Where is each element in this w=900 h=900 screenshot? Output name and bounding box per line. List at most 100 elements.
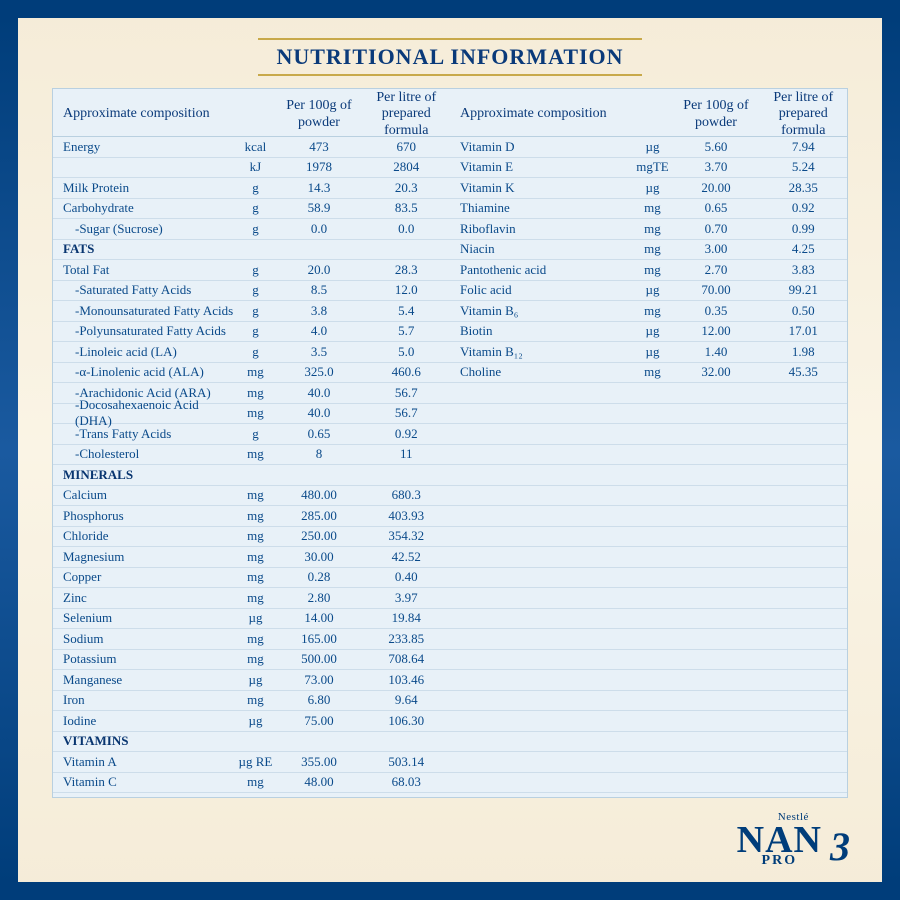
header-unit bbox=[633, 93, 673, 136]
cell-perlitre: 56.7 bbox=[363, 385, 450, 401]
cell-perlitre: 28.35 bbox=[760, 180, 847, 196]
cell-perlitre: 103.46 bbox=[363, 672, 450, 688]
table-row-empty bbox=[450, 383, 847, 404]
cell-per100g: 3.00 bbox=[672, 241, 759, 257]
table-row: Vitamin B₁₂µg1.401.98 bbox=[450, 342, 847, 363]
cell-perlitre: 354.32 bbox=[363, 528, 450, 544]
cell-label: -Monounsaturated Fatty Acids bbox=[53, 303, 236, 319]
table-row: Iodineµg75.00106.30 bbox=[53, 711, 450, 732]
cell-perlitre: 19.84 bbox=[363, 610, 450, 626]
cell-label: Total Fat bbox=[53, 262, 236, 278]
table-row: Folic acidµg70.0099.21 bbox=[450, 281, 847, 302]
cell-unit: µg bbox=[633, 180, 673, 196]
cell-perlitre: 5.24 bbox=[760, 159, 847, 175]
cell-per100g: 0.35 bbox=[672, 303, 759, 319]
cell-label: -Docosahexaenoic Acid (DHA) bbox=[53, 397, 236, 429]
cell-per100g: 8.5 bbox=[275, 282, 362, 298]
table-row: Sodiummg165.00233.85 bbox=[53, 629, 450, 650]
cell-unit: µg bbox=[633, 323, 673, 339]
cell-label: Vitamin B₆ bbox=[450, 303, 633, 319]
table-row-empty bbox=[450, 506, 847, 527]
cell-per100g: 3.70 bbox=[672, 159, 759, 175]
cell-label: Biotin bbox=[450, 323, 633, 339]
cell-per100g: 14.3 bbox=[275, 180, 362, 196]
cell-perlitre: 83.5 bbox=[363, 200, 450, 216]
cell-per100g: 40.0 bbox=[275, 385, 362, 401]
cell-perlitre: 0.92 bbox=[760, 200, 847, 216]
cell-label: Iodine bbox=[53, 713, 236, 729]
table-row: Manganeseµg73.00103.46 bbox=[53, 670, 450, 691]
cell-perlitre: 5.7 bbox=[363, 323, 450, 339]
table-row: -Sugar (Sucrose)g0.00.0 bbox=[53, 219, 450, 240]
cell-unit: g bbox=[236, 262, 276, 278]
cell-unit: g bbox=[236, 200, 276, 216]
cell-label: Zinc bbox=[53, 590, 236, 606]
cell-perlitre: 17.01 bbox=[760, 323, 847, 339]
cell-unit: µg bbox=[633, 139, 673, 155]
cell-per100g: 0.0 bbox=[275, 221, 362, 237]
table-row: FATS bbox=[53, 240, 450, 261]
cell-per100g: 500.00 bbox=[275, 651, 362, 667]
cell-perlitre: 503.14 bbox=[363, 754, 450, 770]
cell-unit: mg bbox=[633, 200, 673, 216]
cell-perlitre: 0.92 bbox=[363, 426, 450, 442]
table-row: Potassiummg500.00708.64 bbox=[53, 650, 450, 671]
table-row: Total Fatg20.028.3 bbox=[53, 260, 450, 281]
cell-per100g: 2.80 bbox=[275, 590, 362, 606]
cell-perlitre: 106.30 bbox=[363, 713, 450, 729]
cell-per100g: 6.80 bbox=[275, 692, 362, 708]
cell-per100g: 480.00 bbox=[275, 487, 362, 503]
table-row: Vitamin Dµg5.607.94 bbox=[450, 137, 847, 158]
cell-perlitre: 0.0 bbox=[363, 221, 450, 237]
cell-perlitre: 4.25 bbox=[760, 241, 847, 257]
cell-unit: µg bbox=[633, 282, 673, 298]
cell-unit: µg bbox=[633, 344, 673, 360]
cell-perlitre: 68.03 bbox=[363, 774, 450, 790]
table-row: Vitamin B₆mg0.350.50 bbox=[450, 301, 847, 322]
cell-unit: mg bbox=[236, 446, 276, 462]
table-row: Milk Proteing14.320.3 bbox=[53, 178, 450, 199]
table-row: VITAMINS bbox=[53, 732, 450, 753]
cell-label: Calcium bbox=[53, 487, 236, 503]
cell-unit: g bbox=[236, 221, 276, 237]
table-row: Thiaminemg0.650.92 bbox=[450, 199, 847, 220]
table-row-empty bbox=[450, 650, 847, 671]
table-row: Pantothenic acidmg2.703.83 bbox=[450, 260, 847, 281]
table-row: -Cholesterolmg811 bbox=[53, 445, 450, 466]
logo-nan: NAN PRO bbox=[737, 823, 822, 868]
cell-per100g: 250.00 bbox=[275, 528, 362, 544]
table-row: Phosphorusmg285.00403.93 bbox=[53, 506, 450, 527]
page-title: NUTRITIONAL INFORMATION bbox=[258, 38, 641, 76]
cell-per100g: 325.0 bbox=[275, 364, 362, 380]
outer-frame: NUTRITIONAL INFORMATION Approximate comp… bbox=[0, 0, 900, 900]
table-row-empty bbox=[450, 773, 847, 794]
table-row-empty bbox=[450, 424, 847, 445]
header-row: Approximate composition Per 100g of powd… bbox=[450, 93, 847, 137]
cell-per100g: 58.9 bbox=[275, 200, 362, 216]
cell-unit: mg bbox=[236, 569, 276, 585]
cell-per100g: 75.00 bbox=[275, 713, 362, 729]
table-row: Magnesiummg30.0042.52 bbox=[53, 547, 450, 568]
table-row: MINERALS bbox=[53, 465, 450, 486]
table-row-empty bbox=[450, 465, 847, 486]
table-row: -Linoleic acid (LA)g3.55.0 bbox=[53, 342, 450, 363]
cell-unit: mg bbox=[236, 508, 276, 524]
cell-per100g: 40.0 bbox=[275, 405, 362, 421]
cell-label: Thiamine bbox=[450, 200, 633, 216]
cell-unit: µg bbox=[236, 713, 276, 729]
cell-label: Riboflavin bbox=[450, 221, 633, 237]
cell-label: Sodium bbox=[53, 631, 236, 647]
cell-unit: mg bbox=[633, 221, 673, 237]
cell-perlitre: 2804 bbox=[363, 159, 450, 175]
cell-per100g: 0.65 bbox=[672, 200, 759, 216]
cell-perlitre: 5.0 bbox=[363, 344, 450, 360]
cell-per100g: 8 bbox=[275, 446, 362, 462]
cell-label: Vitamin C bbox=[53, 774, 236, 790]
cell-unit: g bbox=[236, 323, 276, 339]
table-left-block: Approximate composition Per 100g of powd… bbox=[53, 93, 450, 793]
cell-perlitre: 56.7 bbox=[363, 405, 450, 421]
cell-perlitre: 1.98 bbox=[760, 344, 847, 360]
cell-perlitre: 460.6 bbox=[363, 364, 450, 380]
cell-label: Copper bbox=[53, 569, 236, 585]
cell-per100g: 73.00 bbox=[275, 672, 362, 688]
